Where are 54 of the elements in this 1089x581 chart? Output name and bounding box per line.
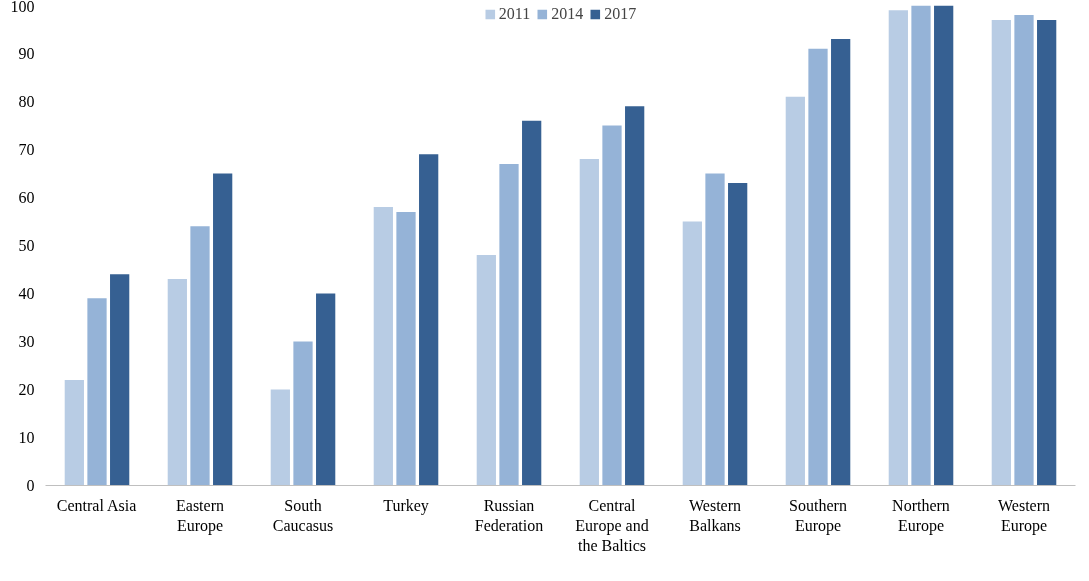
bar [316,293,336,486]
bar [293,341,313,486]
bar [499,163,519,486]
legend-label: 2011 [498,5,531,23]
bar [808,48,828,486]
bar [110,274,130,486]
y-tick-label: 60 [18,189,35,206]
x-tick-label: Central Asia [56,496,137,514]
bar [476,255,496,486]
bar [831,39,851,486]
bar [190,226,210,486]
bar [888,10,908,486]
bar [419,154,439,486]
bar [270,389,290,486]
y-tick-label: 30 [18,333,35,350]
y-tick-label: 20 [18,381,35,398]
x-tick-label: Northern Europe [892,496,950,535]
x-tick-label: South Caucasus [272,496,334,534]
y-tick-label: 90 [18,45,35,62]
x-tick-label: Russian Federation [474,496,544,534]
bar [934,5,954,486]
y-tick-label: 70 [18,141,35,158]
legend-label: 2017 [604,5,637,23]
bar [64,379,84,486]
y-tick-label: 50 [18,237,35,254]
x-tick-label: Western Europe [997,496,1051,535]
bar [911,5,931,486]
legend-label: 2014 [551,5,584,23]
bar [602,125,622,486]
bar [705,173,725,486]
bar [625,106,645,486]
x-tick-label: Eastern Europe [176,496,224,535]
bar [991,19,1011,486]
bar [728,183,748,486]
bar [87,298,107,486]
bar [682,221,702,486]
bar [785,96,805,486]
bar [373,207,393,486]
bar [1037,19,1057,486]
x-tick-label: Southern Europe [789,496,847,535]
y-tick-label: 0 [26,477,35,494]
bar [396,211,416,486]
bar [213,173,233,486]
x-tick-label: Western Balkans [688,496,742,534]
bar [167,279,187,486]
y-tick-label: 100 [10,0,35,15]
y-tick-label: 40 [18,285,35,302]
x-tick-label: Central Europe and the Baltics [575,496,649,555]
y-tick-label: 10 [18,429,35,446]
bar [1014,15,1034,486]
y-tick-label: 80 [18,93,35,110]
bar [579,159,599,486]
bar [522,120,542,486]
x-tick-label: Turkey [383,496,429,515]
